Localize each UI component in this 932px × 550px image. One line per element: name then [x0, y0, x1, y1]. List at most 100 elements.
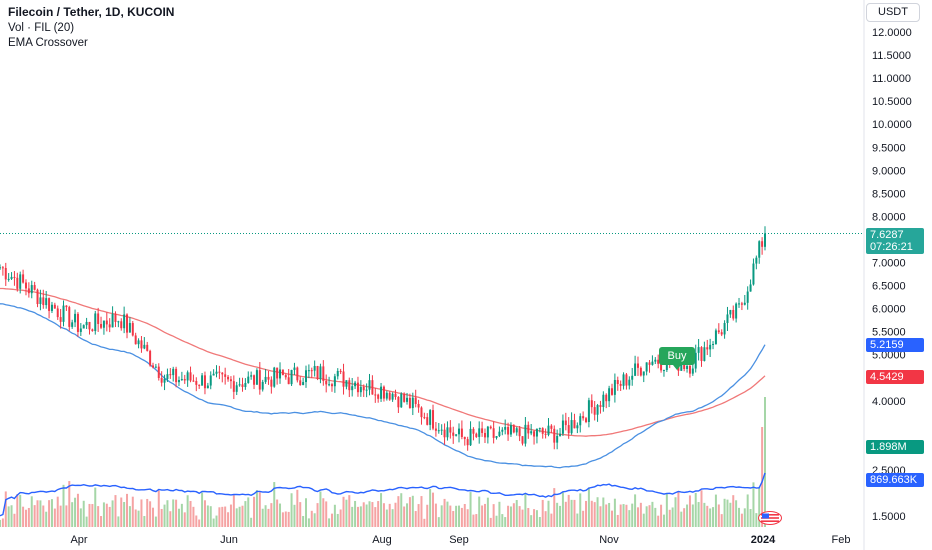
volume-bar — [45, 511, 48, 527]
volume-bar — [449, 505, 452, 527]
volume-bar — [224, 506, 227, 527]
candle — [59, 308, 62, 329]
candle — [709, 338, 712, 358]
volume-bar — [749, 509, 752, 527]
chart-legend: Filecoin / Tether, 1D, KUCOIN Vol · FIL … — [8, 5, 174, 52]
candle — [111, 306, 114, 328]
volume-bar — [198, 519, 201, 527]
volume-bar — [65, 505, 68, 527]
candle — [281, 369, 284, 376]
x-tick-label: Sep — [449, 534, 469, 546]
volume-bar — [316, 503, 319, 527]
volume-bar — [434, 503, 437, 527]
candle — [22, 269, 25, 284]
candle — [79, 323, 82, 337]
volume-bar — [56, 496, 59, 527]
volume-bar — [270, 503, 273, 527]
candle — [279, 362, 282, 384]
volume-bar — [561, 492, 564, 527]
volume-bar — [10, 505, 13, 527]
volume-bar — [564, 501, 567, 527]
volume-bar — [544, 511, 547, 527]
candle — [117, 320, 120, 328]
volume-bar — [102, 502, 105, 527]
candle — [570, 412, 573, 435]
volume-bar — [16, 494, 19, 527]
volume-bar — [489, 517, 492, 527]
volume-bar — [394, 502, 397, 527]
volume-bar — [333, 504, 336, 527]
volume-bar — [117, 516, 120, 527]
candle — [651, 355, 654, 366]
candle — [227, 374, 230, 382]
candle — [729, 309, 732, 318]
candle — [215, 365, 218, 378]
volume-bar — [397, 496, 400, 527]
candle — [134, 332, 137, 345]
currency-selector[interactable]: USDT — [866, 3, 920, 22]
volume-bar — [674, 497, 677, 527]
candle — [120, 318, 123, 331]
volume-bar — [59, 505, 62, 527]
candle — [561, 414, 564, 437]
volume-bar — [498, 501, 501, 527]
candle — [429, 409, 432, 431]
candle — [576, 422, 579, 434]
candle — [186, 370, 189, 387]
candle — [247, 371, 250, 384]
candle — [108, 318, 111, 333]
candle — [128, 317, 131, 333]
symbol-title[interactable]: Filecoin / Tether, 1D, KUCOIN — [8, 5, 175, 19]
candle — [368, 373, 371, 396]
candle — [472, 427, 475, 441]
ema-short-tag: 5.2159 — [866, 338, 924, 352]
candle — [579, 413, 582, 433]
y-tick-label: 6.0000 — [872, 304, 906, 316]
candle — [62, 300, 65, 327]
candle — [209, 371, 212, 390]
candle — [287, 368, 290, 385]
candle — [613, 373, 616, 403]
volume-bar — [36, 500, 39, 527]
candle — [553, 425, 556, 450]
candle — [483, 428, 486, 444]
candle — [27, 282, 30, 298]
volume-bar — [221, 506, 224, 527]
volume-bar — [455, 505, 458, 527]
volume-bar — [512, 503, 515, 527]
y-tick-label: 12.0000 — [872, 27, 912, 39]
volume-bar — [538, 516, 541, 527]
candle — [126, 313, 129, 339]
candle — [33, 281, 36, 291]
volume-bar — [85, 516, 88, 527]
candle — [764, 226, 766, 251]
volume-indicator-label[interactable]: Vol · FIL (20) — [8, 21, 75, 34]
volume-bar — [27, 507, 30, 527]
candle — [221, 372, 224, 383]
volume-bar — [478, 496, 481, 527]
candle — [509, 422, 512, 437]
volume-bar — [253, 496, 256, 527]
volume-bar — [420, 496, 423, 527]
candle — [688, 364, 691, 378]
candle — [501, 427, 504, 436]
volume-bar — [0, 519, 1, 527]
volume-bar — [377, 501, 380, 527]
volume-bar — [408, 497, 411, 527]
volume-bar — [755, 513, 758, 527]
x-tick-label: 2024 — [751, 534, 776, 546]
candle — [175, 366, 178, 388]
candle — [354, 380, 357, 390]
candle — [469, 421, 472, 447]
volume-bar — [290, 493, 293, 527]
volume-bar — [149, 501, 152, 527]
candle — [88, 321, 91, 335]
candle — [385, 390, 388, 401]
candle — [206, 382, 209, 389]
ema-indicator-label[interactable]: EMA Crossover — [8, 37, 88, 49]
volume-bar — [134, 509, 137, 527]
volume-bar — [599, 506, 602, 527]
volume-bar — [446, 501, 449, 527]
volume-bar — [111, 500, 114, 527]
